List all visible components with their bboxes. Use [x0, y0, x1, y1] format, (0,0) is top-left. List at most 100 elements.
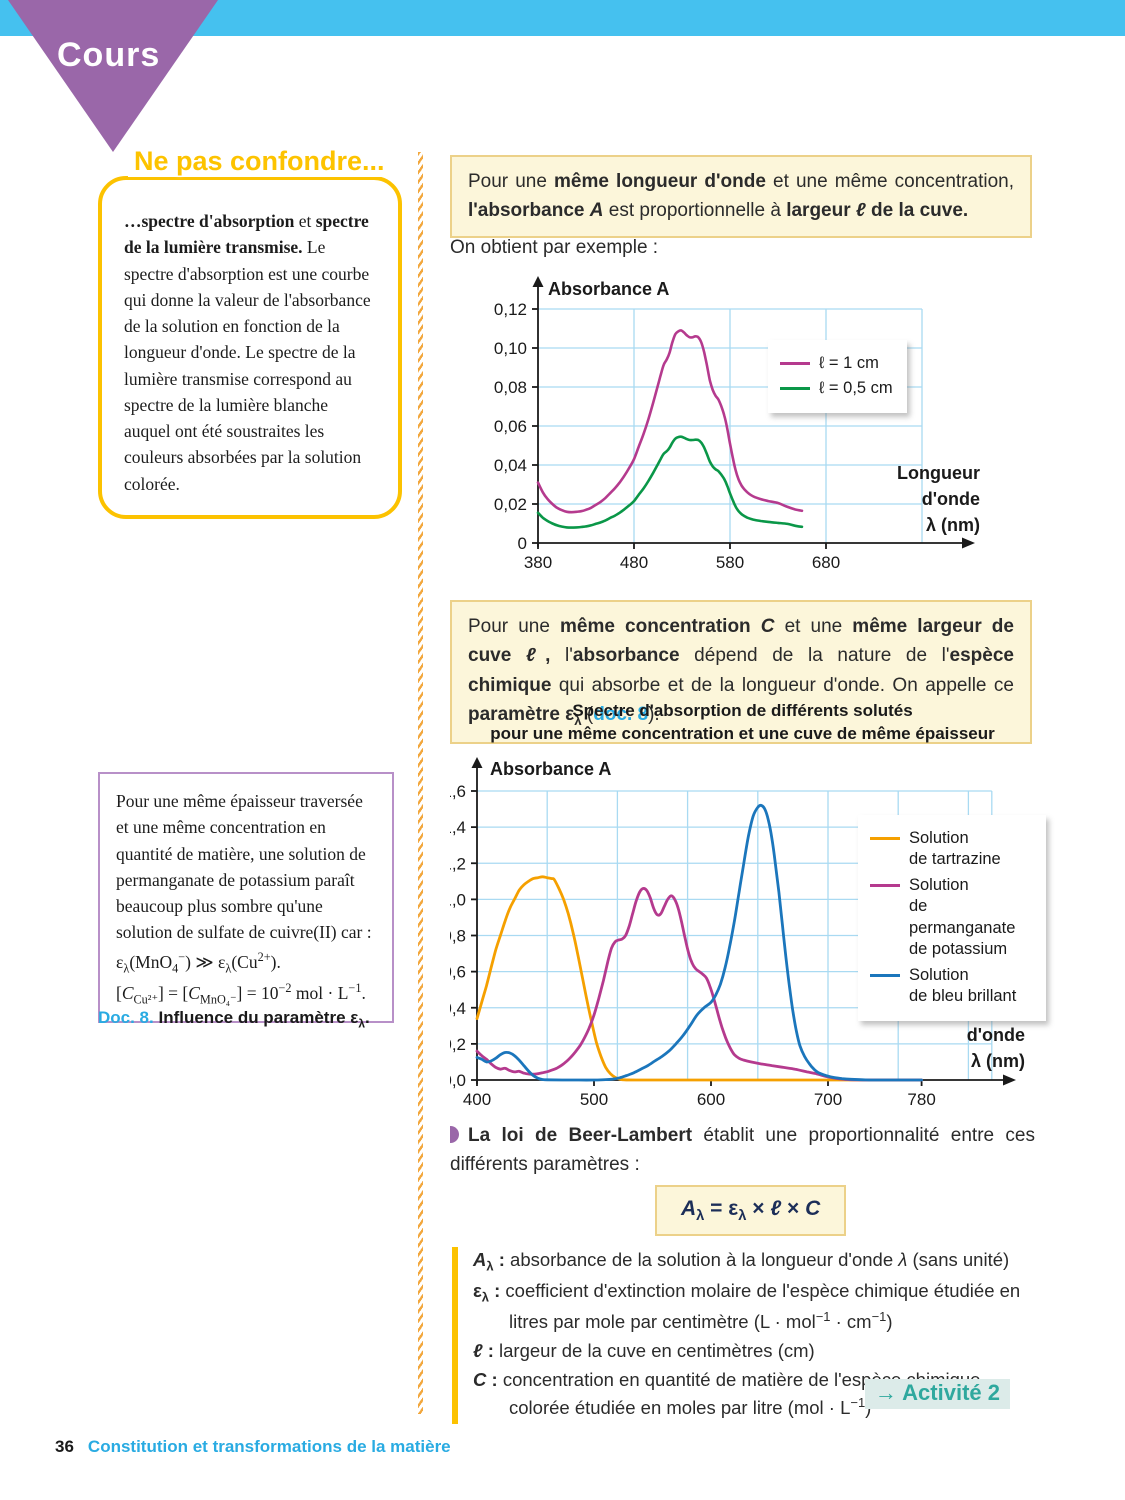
text-segment: absorbance de la solution à la longueur …: [504, 1249, 899, 1270]
text-segment: largeur de la cuve en centimètres (cm): [493, 1339, 815, 1361]
definition-row: C : concentration en quantité de matière…: [473, 1367, 1033, 1422]
series-solution-de-tartrazine: [475, 875, 923, 1082]
y-tick-label: 1,6: [450, 782, 466, 801]
example-intro: On obtient par exemple :: [450, 237, 659, 258]
text-segment: C: [473, 1368, 487, 1390]
text-segment: MnO₄⁻: [199, 992, 237, 1007]
text-segment: (Cu: [231, 951, 258, 972]
text-segment: (: [581, 704, 594, 726]
text-segment: −1: [348, 981, 362, 996]
text-segment: ,: [545, 645, 551, 667]
text-segment: ε: [350, 1008, 359, 1027]
text-segment: λ: [225, 960, 232, 975]
text-segment: coefficient d'extinction molaire de l'es…: [500, 1280, 1021, 1333]
doc8-caption: Doc. 8. Influence du paramètre ελ.: [98, 1008, 398, 1030]
highlight-box-1: Pour une même longueur d'onde et une mêm…: [450, 155, 1032, 238]
text-segment: espèce chimique: [468, 645, 1014, 696]
text-segment: l'absorbance: [468, 200, 590, 222]
absorption-spectra-chart: 400 500 600 700 780 0,0 0,2 0,4 0,6 0,8 1,0 1,2 1,4 1…: [450, 753, 1050, 1105]
legend-label: ℓ = 0,5 cm: [819, 379, 893, 398]
text-segment: 2+: [257, 949, 271, 964]
doc8-formula-1: ελ(MnO4−) ≫ ελ(Cu2+).: [116, 948, 376, 978]
section-triangle: [8, 0, 218, 152]
text-segment: ℓ: [473, 1339, 483, 1361]
x-tick-label: 580: [716, 553, 744, 572]
legend-label: ℓ = 1 cm: [819, 354, 879, 372]
text-segment: λ: [696, 1208, 705, 1225]
text-segment: C: [121, 983, 134, 1004]
text-segment: 4: [172, 960, 179, 975]
text-segment: Pour une: [468, 171, 555, 192]
text-segment: et: [294, 211, 316, 231]
highlight-box-2: Pour une même concentration C et une mêm…: [450, 600, 1032, 744]
text-segment: −1: [815, 1308, 831, 1324]
x-tick-label: 480: [620, 553, 648, 572]
text-segment: ] = [: [157, 983, 189, 1004]
doc8-box: Pour une même épaisseur traversée et une…: [98, 772, 394, 1023]
y-axis-arrow-icon: [471, 757, 483, 768]
text-segment: · cm: [830, 1311, 872, 1333]
text-segment: concentration en quantité de matière de …: [497, 1368, 981, 1418]
y-tick-label: 0,08: [494, 378, 527, 397]
y-tick-label: 0,0: [450, 1071, 466, 1090]
y-tick-label: 0,04: [494, 456, 527, 475]
series-ℓ-=-0,5-cm: [536, 435, 804, 529]
text-segment: :: [482, 1339, 494, 1361]
text-segment: A: [473, 1249, 487, 1270]
legend-item: Solution de tartrazine: [870, 828, 1032, 871]
text-segment: .: [361, 983, 366, 1004]
text-segment: λ: [574, 713, 582, 729]
text-segment: ) ≫ ε: [185, 951, 226, 972]
definition-row: ℓ : largeur de la cuve en centimètres (c…: [473, 1338, 1033, 1365]
text-segment: La loi de Beer-Lambert: [468, 1125, 693, 1146]
text-segment: Pour une même épaisseur traversée et une…: [116, 791, 372, 943]
text-segment: Cu²⁺: [133, 992, 158, 1007]
x-tick-label: 680: [812, 553, 840, 572]
text-segment: Pour une: [468, 616, 561, 637]
text-segment: et une: [774, 616, 853, 637]
legend-line-icon: [870, 883, 900, 887]
y-tick-label: 1,0: [450, 890, 466, 909]
y-tick-label: 0,2: [450, 1035, 466, 1054]
section-label: Cours: [57, 36, 161, 74]
text-segment: Influence du paramètre: [153, 1008, 351, 1027]
text-segment: λ: [481, 1290, 489, 1306]
text-segment: λ: [123, 960, 130, 975]
chart1-y-axis-label: Absorbance A: [548, 279, 670, 299]
y-tick-label: 0,10: [494, 339, 527, 358]
y-tick-label: 1,2: [450, 854, 466, 873]
series-ℓ-=-1-cm: [536, 329, 804, 514]
chart2-title: Spectre d'absorption de différents solut…: [490, 701, 995, 743]
y-tick-label: 0: [518, 534, 527, 553]
definition-row: ελ : coefficient d'extinction molaire de…: [473, 1278, 1033, 1335]
y-tick-label: 0,12: [494, 300, 527, 319]
chart2-legend: Solution de tartrazine Solution de perman…: [858, 815, 1046, 1021]
text-segment: et une même concentration,: [765, 171, 1014, 192]
doc8-formula-2: [CCu²⁺] = [CMnO₄⁻] = 10−2 mol · L−1.: [116, 979, 376, 1009]
series-solution-de-permanganate-de-potassium: [475, 887, 923, 1082]
x-tick-label: 600: [697, 1090, 725, 1105]
text-segment: Doc. 8.: [98, 1008, 154, 1027]
legend-label: Solution de bleu brillant: [909, 965, 1017, 1006]
beer-lambert-formula: Aλ = ελ × ℓ × C: [655, 1185, 847, 1237]
activity-2-link[interactable]: → Activité 2: [864, 1379, 1010, 1409]
legend-line-icon: [870, 837, 900, 840]
text-segment: même largeur de cuve: [468, 616, 1014, 667]
x-tick-label: 380: [524, 553, 552, 572]
x-axis-arrow-icon: [1003, 1074, 1016, 1086]
formula-text: Aλ = ελ × ℓ × C: [681, 1197, 820, 1224]
chart1-x-axis-label: Longueur d'onde λ (nm): [897, 463, 980, 536]
text-segment: Le spectre d'absorption est une courbe q…: [124, 237, 371, 494]
doc8-paragraph: Pour une même épaisseur traversée et une…: [116, 788, 376, 946]
text-segment: λ: [898, 1249, 908, 1270]
y-tick-label: 0,6: [450, 963, 466, 982]
doc-8-link[interactable]: doc. 8: [593, 704, 649, 726]
legend-line-icon: [780, 387, 810, 391]
chart1-legend: ℓ = 1 cm ℓ = 0,5 cm: [768, 340, 907, 413]
text-segment: absorbance: [572, 645, 680, 667]
text-segment: de la cuve.: [865, 200, 969, 222]
text-segment: −2: [278, 981, 292, 996]
text-segment: .: [364, 1008, 370, 1027]
y-tick-label: 0,02: [494, 495, 527, 514]
legend-line-icon: [870, 973, 900, 977]
